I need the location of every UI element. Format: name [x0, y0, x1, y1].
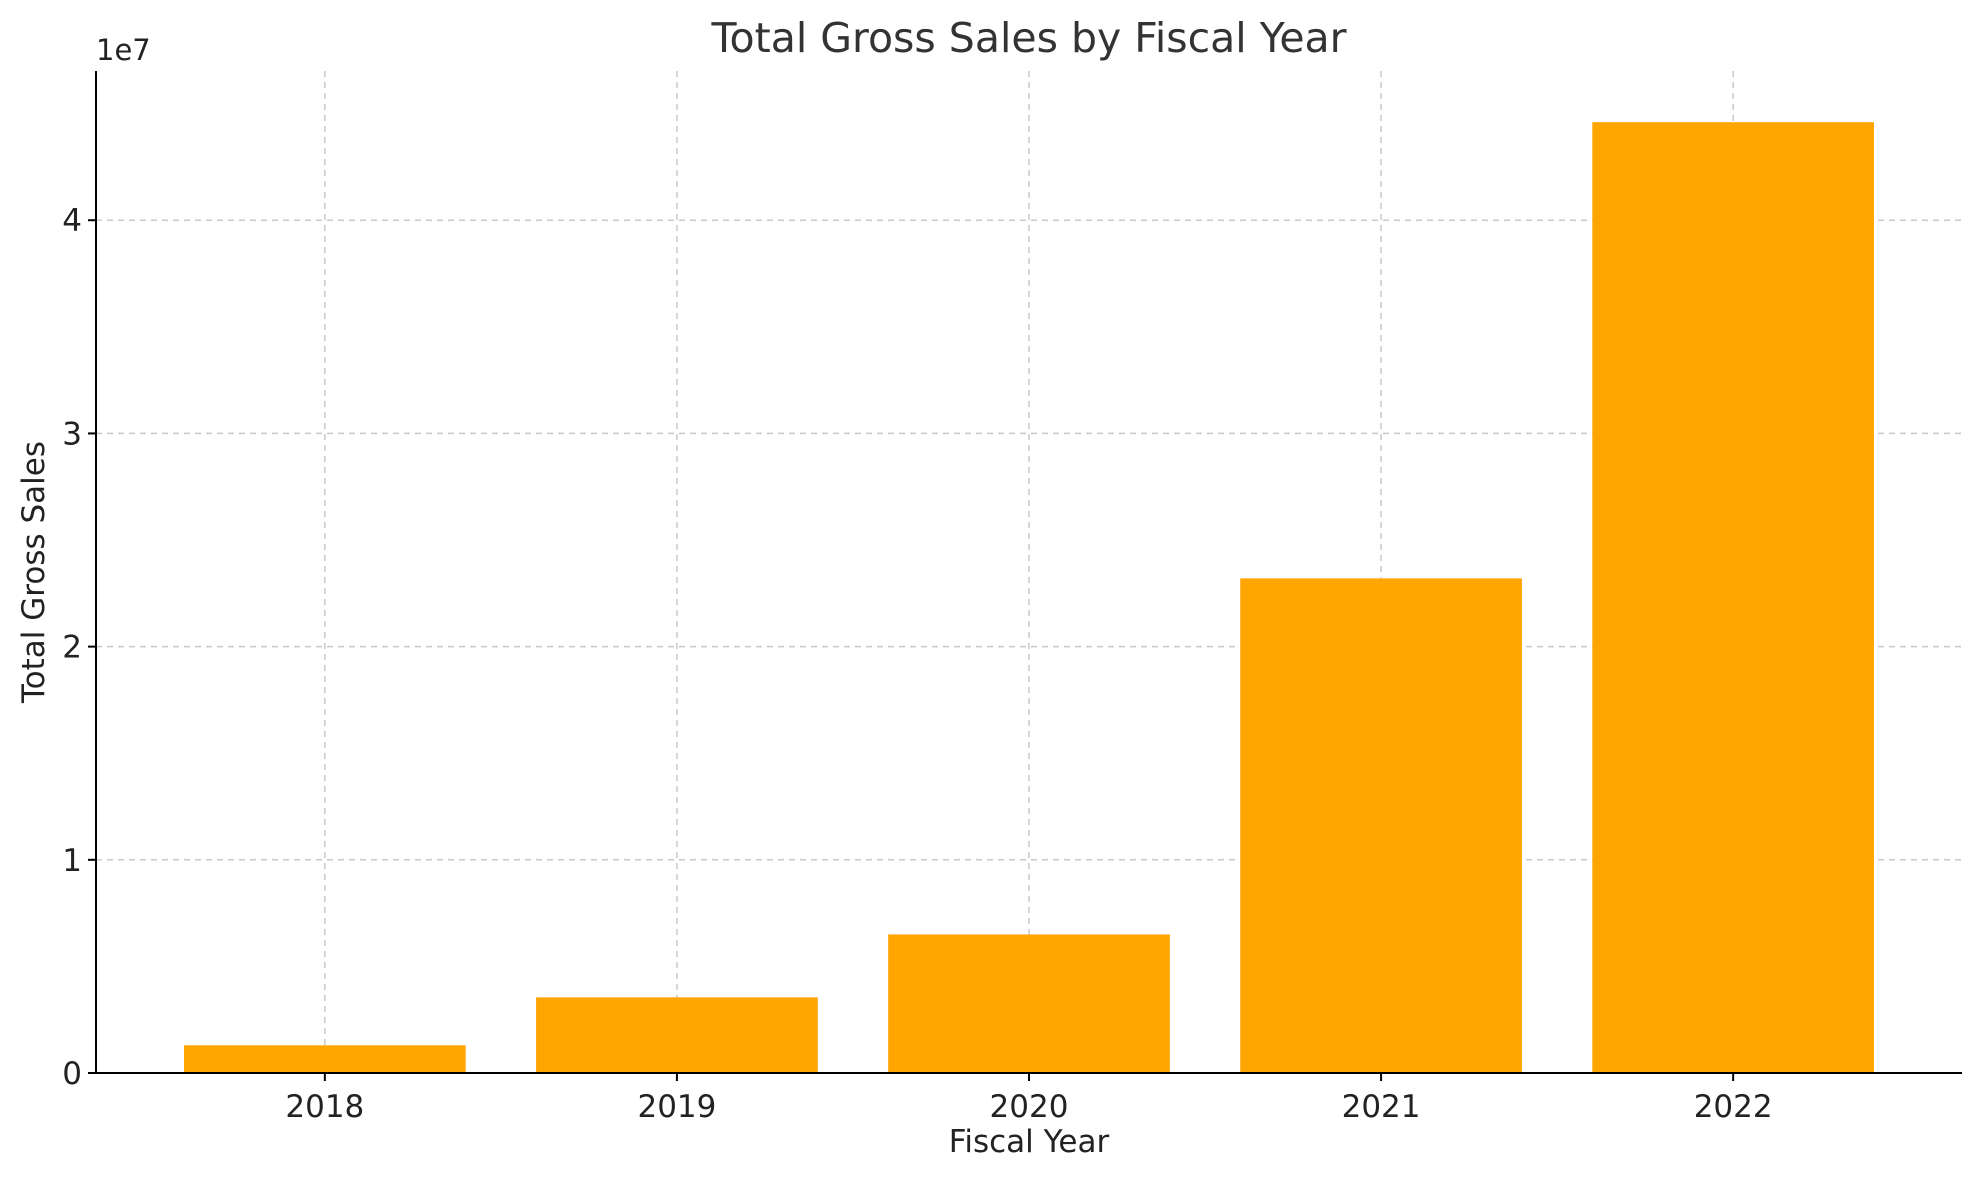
bar-2019: [536, 997, 818, 1073]
bar-2021: [1240, 578, 1522, 1073]
x-tick-label: 2022: [1694, 1089, 1773, 1125]
y-axis-title: Total Gross Sales: [16, 441, 52, 704]
x-axis-title: Fiscal Year: [949, 1124, 1110, 1160]
x-tick-label: 2018: [285, 1089, 364, 1125]
y-axis-offset-label: 1e7: [96, 33, 151, 67]
x-tick-label: 2020: [990, 1089, 1069, 1125]
y-tick-label: 1: [62, 843, 82, 879]
y-tick-label: 4: [62, 203, 82, 239]
bars: [184, 122, 1874, 1073]
ticks: 2018 2019 2020 2021 2022 0 1 2 3 4: [62, 203, 1772, 1125]
bar-2022: [1592, 122, 1874, 1073]
x-tick-label: 2021: [1342, 1089, 1421, 1125]
y-tick-label: 2: [62, 630, 82, 666]
bar-2018: [184, 1045, 466, 1073]
y-tick-label: 0: [62, 1056, 82, 1092]
chart-title: Total Gross Sales by Fiscal Year: [710, 14, 1346, 62]
x-tick-label: 2019: [637, 1089, 716, 1125]
bar-2020: [888, 934, 1170, 1073]
y-tick-label: 3: [62, 416, 82, 452]
